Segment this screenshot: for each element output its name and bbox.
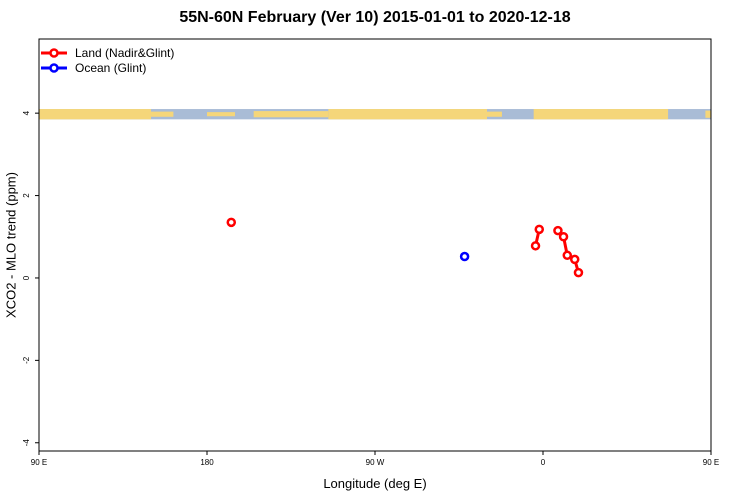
y-tick-label: -2 — [22, 356, 31, 364]
legend-marker — [49, 63, 59, 73]
x-tick-label: 90 E — [31, 458, 47, 467]
series-0 — [226, 217, 584, 278]
map-land-segment — [253, 111, 329, 118]
map-land-segment — [533, 109, 669, 120]
data-point — [558, 232, 569, 242]
legend: Land (Nadir&Glint)Ocean (Glint) — [41, 46, 174, 75]
map-land-segment — [705, 110, 711, 118]
map-land-segment — [487, 111, 502, 117]
world-map-band — [39, 109, 711, 120]
x-tick-label: 0 — [541, 458, 546, 467]
data-point — [459, 251, 470, 262]
plot-frame — [38, 38, 712, 452]
data-point — [562, 250, 573, 261]
data-series — [226, 217, 584, 278]
x-axis: 90 E 180 90 W 0 90 E — [31, 451, 719, 467]
data-point — [226, 217, 237, 228]
x-axis-label: Longitude (deg E) — [323, 476, 426, 491]
y-tick-label: 0 — [22, 275, 31, 280]
y-tick-label: 2 — [22, 193, 31, 198]
chart-title: 55N-60N February (Ver 10) 2015-01-01 to … — [179, 9, 571, 26]
x-tick-label: 90 E — [703, 458, 719, 467]
x-tick-label: 180 — [200, 458, 214, 467]
data-point — [569, 254, 580, 265]
y-axis-label: XCO2 - MLO trend (ppm) — [3, 172, 18, 318]
legend-label: Ocean (Glint) — [75, 61, 146, 75]
x-tick-label: 90 W — [366, 458, 385, 467]
data-point — [553, 225, 563, 236]
y-axis: 4 2 0 -2 -4 — [22, 110, 39, 446]
y-tick-label: 4 — [22, 110, 31, 115]
series-1 — [459, 251, 470, 262]
data-point — [573, 267, 584, 278]
y-tick-label: -4 — [22, 439, 31, 447]
legend-label: Land (Nadir&Glint) — [75, 46, 174, 60]
legend-marker — [49, 48, 59, 58]
map-land-segment — [207, 112, 235, 117]
data-point — [530, 241, 541, 251]
map-land-segment — [39, 109, 151, 120]
map-land-segment — [151, 111, 174, 117]
map-land-segment — [328, 109, 487, 120]
data-point — [534, 224, 545, 235]
